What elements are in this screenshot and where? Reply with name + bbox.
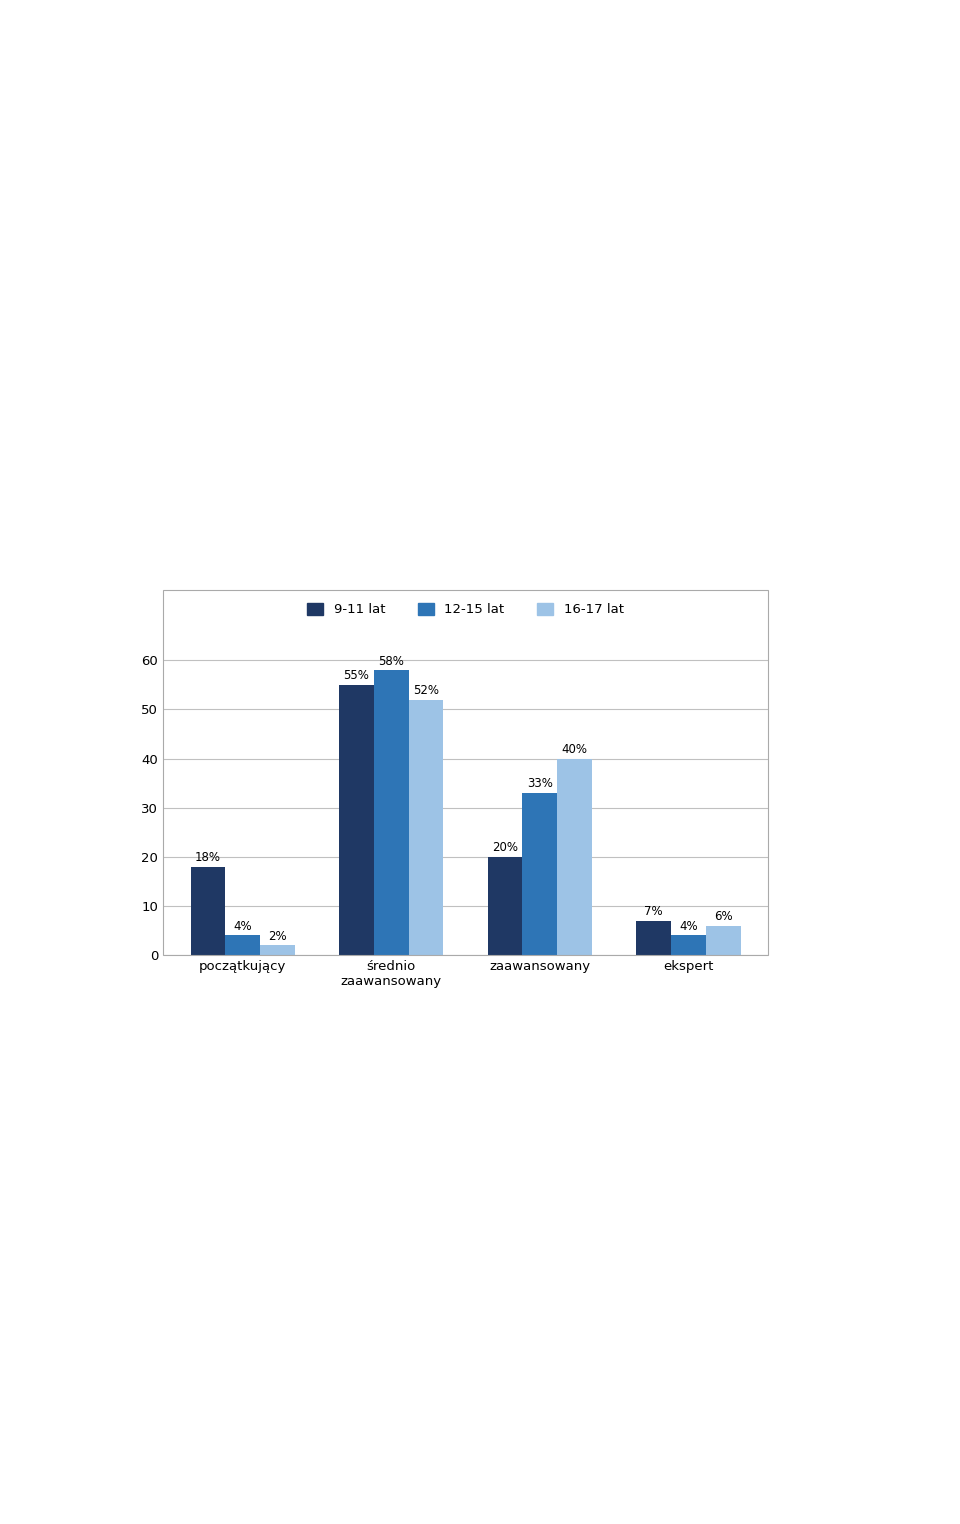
Bar — [557, 759, 592, 956]
Text: 6%: 6% — [714, 910, 732, 924]
Bar — [522, 792, 557, 956]
Bar — [190, 867, 226, 956]
Text: 58%: 58% — [378, 655, 404, 668]
Text: 4%: 4% — [233, 920, 252, 933]
Text: 52%: 52% — [413, 684, 439, 696]
Bar — [671, 936, 706, 956]
Text: 2%: 2% — [268, 930, 287, 943]
Text: 20%: 20% — [492, 841, 518, 855]
Text: 7%: 7% — [644, 905, 663, 917]
Bar — [373, 671, 409, 956]
Text: 18%: 18% — [195, 850, 221, 864]
Bar — [226, 936, 260, 956]
Bar — [488, 856, 522, 956]
Text: 55%: 55% — [344, 669, 370, 683]
Bar — [260, 945, 295, 956]
Bar — [706, 925, 740, 956]
Legend: 9-11 lat, 12-15 lat, 16-17 lat: 9-11 lat, 12-15 lat, 16-17 lat — [301, 597, 629, 622]
Bar — [409, 700, 444, 956]
Text: 4%: 4% — [679, 920, 698, 933]
Text: 40%: 40% — [562, 744, 588, 756]
Bar — [636, 920, 671, 956]
Text: 33%: 33% — [527, 777, 553, 791]
Bar — [339, 684, 373, 956]
